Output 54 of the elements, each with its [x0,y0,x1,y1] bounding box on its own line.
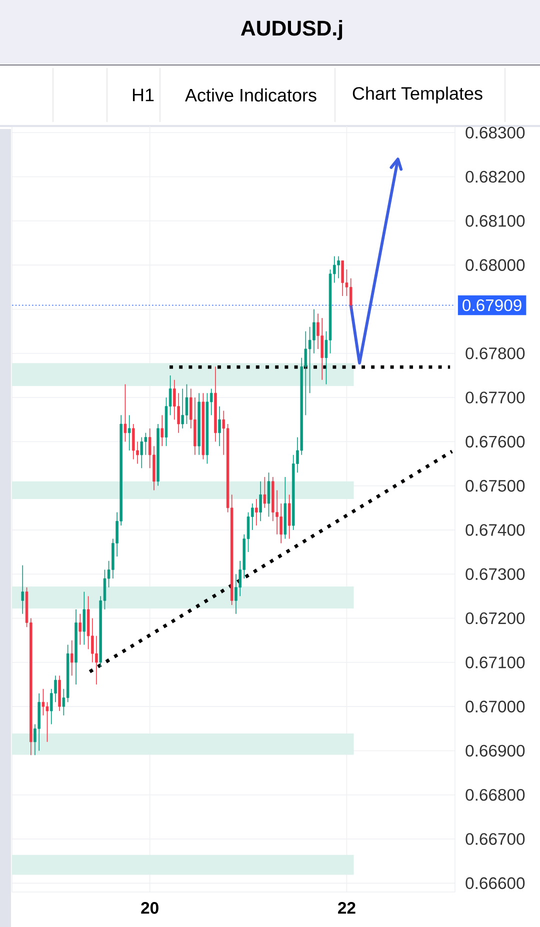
text: Chart Templates [352,86,482,104]
y-tick-label: 0.68200 [466,170,525,183]
y-tick-label: 0.67600 [466,436,525,448]
candlestick [132,424,135,460]
y-tick-label: 0.67100 [466,656,525,668]
y-tick-label: 0.67000 [466,700,525,712]
y-tick-label: 0.67500 [466,480,525,492]
x-tick-label: 22 [338,902,356,914]
candlestick [337,256,340,279]
candlestick [267,472,270,518]
candlestick [263,476,266,508]
candlestick [46,702,49,742]
y-tick-label: 0.66800 [466,788,525,801]
candlestick [140,436,144,469]
y-tick-label: 0.66700 [466,833,525,845]
candlestick [308,326,312,394]
y-tick-label: 0.66900 [466,744,525,757]
candlestick [78,613,82,646]
y-tick-label: 0.66600 [466,877,525,890]
y-tick-label: 0.67200 [466,612,525,624]
candlestick [255,498,258,526]
candlestick [234,574,238,614]
text: Active Indicators [185,88,316,102]
y-tick-label: 0.67300 [466,568,525,580]
candlestick [124,384,127,442]
candlestick [42,688,45,716]
candlestick [177,392,180,434]
candlestick [128,414,131,451]
text: H1 [132,88,154,102]
candlestick [259,481,262,522]
y-tick-label: 0.67700 [466,392,525,404]
candlestick [320,318,324,380]
y-tick-label: 0.67800 [466,347,525,360]
candlestick [21,564,24,614]
candlestick [349,278,352,310]
candlestick [341,260,344,296]
candlestick [218,406,221,446]
candlestick [280,503,282,544]
candlestick [312,308,316,354]
candlestick [185,384,188,424]
chart-title: AUDUSD.j [240,20,342,40]
candlestick [144,432,148,456]
ref-line-label: 0.67909 [462,299,522,312]
candlestick [82,591,86,646]
y-tick-label: 0.68100 [466,215,525,227]
candlestick [181,388,184,429]
candlestick [95,636,98,685]
y-tick-label: 0.68300 [466,126,525,139]
candlestick [288,494,291,540]
y-tick-label: 0.68000 [466,259,525,271]
candlestick [160,414,164,446]
candlestick [70,640,74,676]
y-tick-label: 0.67400 [466,524,525,536]
x-tick-label: 20 [141,902,158,914]
